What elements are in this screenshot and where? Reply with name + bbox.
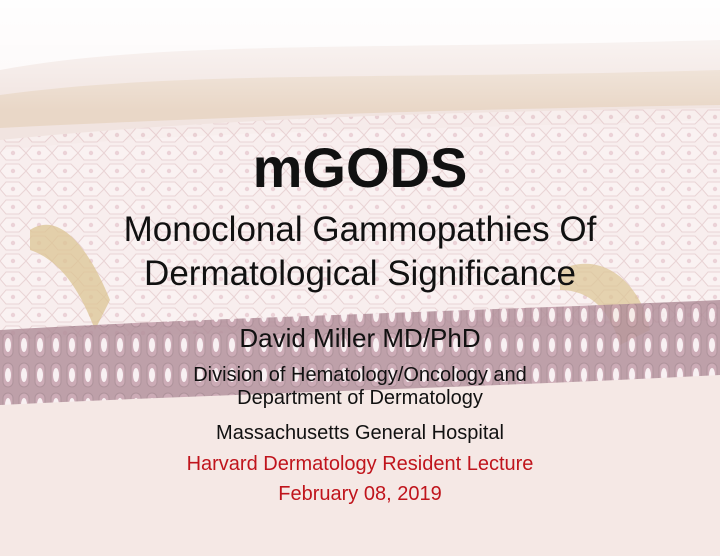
event-name: Harvard Dermatology Resident Lecture	[186, 453, 534, 475]
subtitle-line-2: Dermatological Significance	[144, 254, 576, 293]
hospital-name: Massachusetts General Hospital	[216, 422, 504, 444]
top-fade	[0, 0, 720, 110]
author-name: David Miller MD/PhD	[239, 323, 481, 353]
event-date: February 08, 2019	[278, 483, 442, 505]
subtitle-line-1: Monoclonal Gammopathies Of	[123, 210, 597, 249]
affiliation-line-2: Department of Dermatology	[237, 387, 483, 409]
affiliation: Division of Hematology/Oncology and Depa…	[0, 364, 720, 410]
slide-title: mGODS	[252, 136, 468, 199]
slide-subtitle: Monoclonal Gammopathies Of Dermatologica…	[0, 208, 720, 296]
affiliation-line-1: Division of Hematology/Oncology and	[193, 364, 527, 386]
